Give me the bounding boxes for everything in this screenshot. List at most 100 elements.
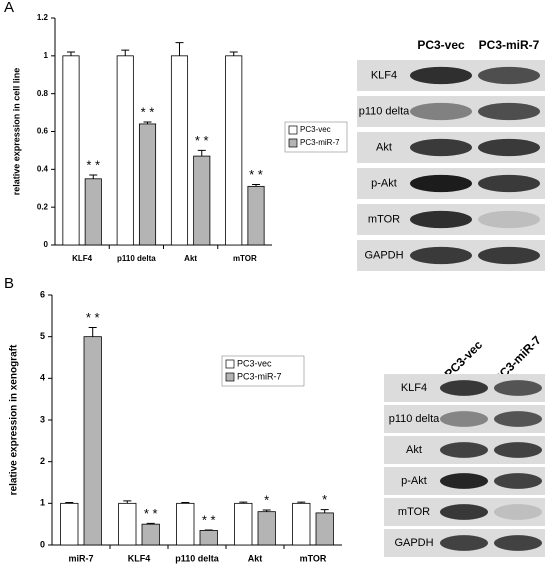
y-tick-label: 2 <box>40 456 45 466</box>
error-bar <box>320 509 329 513</box>
blot-row-label: GAPDH <box>364 249 403 261</box>
panel-label: A <box>4 0 14 16</box>
bar <box>141 523 160 546</box>
significance-label: * * <box>144 506 158 521</box>
y-tick-label: 0.4 <box>37 164 49 173</box>
error-bar <box>297 501 306 504</box>
blot-row-label: p110 delta <box>389 413 440 425</box>
y-tick-label: 5 <box>40 331 45 341</box>
y-tick-label: 0.8 <box>37 89 49 98</box>
blot-band <box>410 210 472 229</box>
legend-label: PC3-miR-7 <box>237 371 282 381</box>
error-bar <box>262 509 271 512</box>
y-tick-label: 4 <box>40 373 45 383</box>
bar <box>234 502 253 546</box>
blot-band <box>494 473 542 489</box>
bar <box>193 155 211 246</box>
error-bar <box>89 174 98 179</box>
blot-row-label: mTOR <box>398 506 430 518</box>
y-tick-label: 0 <box>44 240 49 249</box>
error-bar <box>181 502 190 504</box>
legend-box <box>221 355 305 387</box>
blot-band <box>410 102 472 121</box>
error-bar <box>65 502 74 504</box>
blot-row-label: mTOR <box>368 213 400 225</box>
blot-band <box>440 473 488 489</box>
error-bar <box>175 42 184 56</box>
blot-row-label: KLF4 <box>371 69 397 81</box>
significance-label: * * <box>249 167 263 182</box>
x-tick-label: Akt <box>184 254 197 263</box>
y-tick-label: 0.2 <box>37 202 49 211</box>
bar <box>138 123 157 246</box>
significance-label: * * <box>86 310 100 325</box>
bar <box>83 336 102 546</box>
bar <box>292 502 311 546</box>
y-tick-label: 0 <box>40 539 45 549</box>
legend-label: PC3-vec <box>237 358 272 368</box>
blot-row-label: p-Akt <box>401 475 427 487</box>
blot-band <box>440 411 488 427</box>
significance-label: * <box>264 492 269 507</box>
y-tick-label: 6 <box>40 289 45 299</box>
significance-label: * * <box>141 104 155 119</box>
error-bar <box>197 149 206 157</box>
bar <box>176 502 195 546</box>
x-tick-label: mTOR <box>233 254 257 263</box>
blot-row-label: Akt <box>406 444 422 456</box>
significance-label: * * <box>195 133 209 148</box>
x-tick-label: p110 delta <box>175 553 220 563</box>
y-tick-label: 1.2 <box>37 13 49 22</box>
error-bar <box>252 183 261 187</box>
blot-band <box>494 411 542 427</box>
blot-band <box>478 66 540 85</box>
blot-row-label: GAPDH <box>394 537 433 549</box>
bar <box>84 178 102 246</box>
legend-label: PC3-miR-7 <box>300 138 340 147</box>
bar <box>170 55 189 246</box>
blot-row-label: KLF4 <box>401 382 427 394</box>
significance-label: * <box>322 492 327 507</box>
panel-label: B <box>4 275 14 292</box>
x-tick-label: miR-7 <box>68 553 93 563</box>
legend-swatch <box>288 125 298 135</box>
x-tick-label: KLF4 <box>72 254 93 263</box>
blot-band <box>440 380 488 396</box>
blot-band <box>410 246 472 265</box>
bar <box>225 55 243 246</box>
legend-label: PC3-vec <box>300 125 331 134</box>
bar <box>62 55 80 246</box>
blot-band <box>478 174 540 193</box>
blot-row-label: Akt <box>376 141 392 153</box>
error-bar <box>143 121 152 124</box>
x-tick-label: mTOR <box>300 553 327 563</box>
error-bar <box>66 51 75 56</box>
error-bar <box>88 327 97 337</box>
bar <box>116 55 134 246</box>
blot-band <box>494 442 542 458</box>
y-tick-label: 1 <box>44 51 49 60</box>
y-tick-label: 3 <box>40 414 45 424</box>
blot-band <box>494 535 542 551</box>
blot-band <box>410 138 472 157</box>
blot-band <box>478 210 540 229</box>
y-axis-label: relative expression in cell line <box>11 68 21 196</box>
legend-swatch <box>225 372 235 382</box>
blot-row-label: p-Akt <box>371 177 397 189</box>
blot-band <box>494 504 542 520</box>
x-tick-label: KLF4 <box>128 553 151 563</box>
blot-band <box>440 442 488 458</box>
bar <box>247 185 265 246</box>
bar <box>199 530 218 546</box>
y-axis-label: relative expression in xenograft <box>9 344 20 495</box>
blot-band <box>478 102 540 121</box>
blot-band <box>440 504 488 520</box>
x-tick-label: p110 delta <box>117 254 156 263</box>
bar <box>315 512 334 546</box>
error-bar <box>121 49 130 56</box>
blot-column-label: PC3-vec <box>417 38 465 52</box>
bar <box>118 502 137 546</box>
legend-swatch <box>288 138 298 148</box>
legend-swatch <box>225 359 235 369</box>
